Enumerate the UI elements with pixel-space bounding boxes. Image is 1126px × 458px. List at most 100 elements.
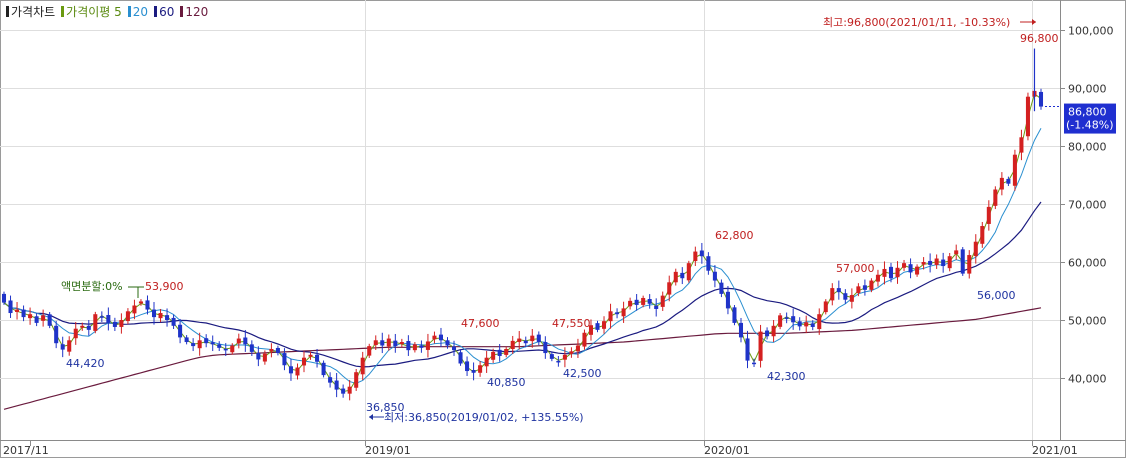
candle-body (60, 344, 65, 350)
legend-swatch (127, 6, 131, 17)
candle-body (1038, 91, 1044, 107)
low-value-label: 36,850 (366, 401, 405, 414)
peak-label: 42,300 (767, 370, 806, 383)
candle (908, 258, 913, 279)
candle (504, 346, 509, 358)
candle-body (236, 338, 241, 344)
y-tick-label: 50,000 (1068, 315, 1107, 328)
candle-body (354, 372, 359, 388)
peak-label: 42,500 (563, 367, 602, 380)
candle (491, 348, 496, 363)
candle-body (608, 311, 613, 322)
candle (54, 320, 59, 349)
legend-item-ma5[interactable]: 가격이평 5 (61, 3, 122, 20)
candle (438, 327, 443, 347)
candle-body (993, 189, 998, 206)
candle (236, 333, 241, 349)
candle (184, 335, 189, 345)
legend-item-ma120[interactable]: 120 (180, 5, 208, 19)
peak-label: 40,850 (487, 376, 526, 389)
candle-body (921, 262, 926, 265)
candle (934, 254, 939, 269)
candle-body (699, 250, 704, 257)
candle-body (360, 357, 365, 375)
candle-body (197, 340, 202, 349)
candle-body (628, 300, 633, 307)
candle (523, 336, 528, 348)
candle-body (458, 352, 463, 364)
candle-body (915, 266, 920, 275)
high-annotation: 최고:96,800(2021/01/11, -10.33%) (823, 16, 1010, 29)
candle-body (125, 311, 130, 322)
legend-item-price[interactable]: 가격차트 (6, 3, 55, 20)
candle (223, 343, 228, 356)
candle-body (706, 256, 711, 271)
candle-body (680, 272, 685, 279)
candle (67, 336, 72, 356)
candle-body (230, 345, 235, 353)
candle (1012, 149, 1017, 191)
candle (582, 329, 587, 350)
candle-body (817, 314, 822, 330)
candle-body (856, 286, 861, 293)
candle (399, 338, 404, 348)
candle (138, 299, 143, 306)
high-value-label: 96,800 (1020, 32, 1059, 45)
legend-item-ma20[interactable]: 20 (127, 5, 148, 19)
candle-body (328, 377, 333, 383)
candle (895, 261, 900, 284)
candle-body (1012, 154, 1017, 186)
candle-body (34, 316, 39, 323)
candle-body (602, 321, 607, 329)
candle-body (243, 337, 248, 345)
candle (21, 305, 26, 322)
candle-body (934, 258, 939, 265)
candle-body (80, 325, 85, 328)
axis: 100,000 90,000 80,000 70,000 60,000 50,000 40,… (3, 25, 1114, 458)
candle-body (732, 307, 737, 323)
candle (902, 259, 907, 271)
candle-body (21, 309, 26, 318)
candle (738, 317, 744, 343)
candle (151, 302, 157, 325)
candle (862, 279, 867, 296)
candle (93, 311, 98, 334)
legend-item-ma60[interactable]: 60 (154, 5, 174, 19)
candle (8, 295, 13, 318)
candle (686, 260, 691, 283)
candle (595, 320, 600, 333)
legend-swatch (61, 6, 65, 17)
candle (295, 363, 300, 380)
candle-body (54, 325, 59, 344)
candle-body (373, 340, 378, 346)
candle-body (784, 317, 789, 319)
candle (1006, 176, 1011, 187)
candle-body (145, 300, 150, 310)
candle-body (986, 206, 991, 224)
candle (80, 322, 85, 331)
candle (386, 334, 391, 351)
candle-body (93, 314, 98, 331)
candle (615, 308, 620, 319)
candle (517, 331, 522, 350)
candle-body (967, 255, 972, 274)
candle-body (301, 357, 307, 366)
candle-body (138, 301, 143, 304)
candle (608, 303, 613, 329)
candle-body (823, 301, 828, 313)
candle (634, 294, 639, 311)
candle-body (178, 324, 183, 338)
candle (445, 337, 450, 349)
candle-body (673, 271, 678, 283)
peak-label: 57,000 (836, 262, 875, 275)
candle-body (269, 349, 274, 352)
candle-body (888, 266, 894, 279)
candle (765, 327, 770, 340)
candle (275, 345, 280, 356)
candle (178, 318, 183, 344)
candle (60, 336, 65, 358)
candle (191, 338, 196, 352)
candle-body (849, 295, 854, 302)
candle-body (491, 351, 496, 360)
